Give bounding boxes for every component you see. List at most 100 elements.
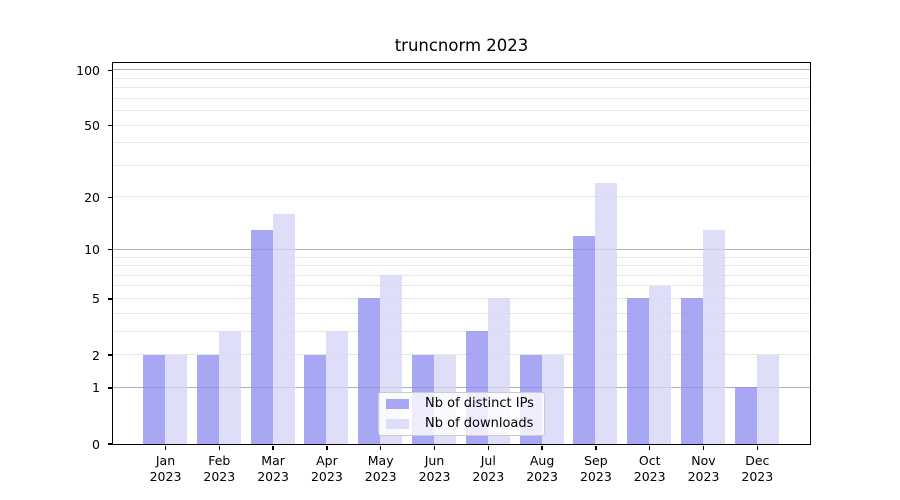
y-gridline-minor	[112, 274, 810, 276]
y-tick-label: 1	[92, 380, 100, 396]
bar	[250, 229, 273, 444]
x-tick-label: Mar 2023	[241, 453, 305, 485]
x-tick-label-line: Mar	[261, 453, 285, 468]
x-tick-mark	[218, 445, 220, 450]
x-tick-label-line: Dec	[745, 453, 770, 468]
y-gridline-minor	[112, 330, 810, 332]
x-tick-mark	[272, 445, 274, 450]
x-tick-label-line: 2023	[633, 469, 666, 484]
legend-row-distinct-ips: Nb of distinct IPs	[386, 397, 544, 411]
y-tick-mark	[107, 196, 112, 199]
bar	[165, 354, 187, 444]
x-tick-label-line: 2023	[203, 469, 236, 484]
x-tick-label-line: 2023	[257, 469, 289, 484]
y-tick-label: 2	[92, 347, 100, 363]
y-gridline-major	[112, 69, 810, 71]
bar	[272, 214, 295, 444]
x-tick-mark	[541, 445, 543, 450]
x-tick-label-line: May	[367, 453, 394, 468]
legend: Nb of distinct IPs Nb of downloads	[378, 392, 545, 436]
bar	[541, 354, 564, 444]
x-tick-mark	[487, 445, 489, 450]
x-tick-label: Oct 2023	[618, 453, 682, 485]
x-tick-mark	[649, 445, 651, 450]
bar	[649, 285, 672, 444]
x-tick-label-line: Jul	[480, 453, 496, 468]
x-tick-mark	[164, 445, 167, 450]
x-tick-label-line: Feb	[208, 453, 231, 468]
y-tick-mark	[107, 298, 112, 300]
y-gridline-minor	[112, 256, 810, 258]
x-tick-label-line: Sep	[584, 453, 608, 468]
x-tick-label: Aug 2023	[510, 453, 574, 485]
y-gridline-major	[112, 386, 810, 388]
bar	[703, 229, 725, 444]
bar	[681, 298, 703, 444]
y-tick-label: 10	[84, 242, 100, 258]
y-gridline-minor	[112, 87, 810, 89]
bar	[196, 354, 219, 444]
x-tick-label-line: 2023	[579, 469, 612, 484]
x-tick-mark	[595, 445, 597, 450]
bar	[218, 331, 241, 444]
y-tick-label: 0	[92, 436, 100, 452]
x-tick-label-line: Apr	[316, 453, 338, 468]
x-tick-label-line: Jun	[424, 453, 445, 468]
x-tick-label-line: Oct	[638, 453, 661, 468]
x-tick-label: May 2023	[349, 453, 413, 485]
x-tick-label: Sep 2023	[564, 453, 628, 485]
y-gridline-minor	[112, 110, 810, 112]
legend-swatch-downloads	[386, 419, 409, 429]
y-tick-mark	[107, 387, 112, 389]
y-gridline-minor	[112, 142, 810, 144]
x-tick-label: Feb 2023	[187, 453, 251, 485]
y-gridline-minor	[112, 285, 810, 287]
y-tick-label: 50	[84, 118, 100, 134]
bar	[627, 298, 650, 444]
x-tick-label-line: Aug	[529, 453, 555, 468]
y-tick-label: 100	[76, 62, 100, 78]
x-tick-label-line: Jan	[155, 453, 176, 468]
legend-label-distinct-ips: Nb of distinct IPs	[425, 396, 534, 411]
y-gridline-minor	[112, 164, 810, 166]
y-gridline-minor	[112, 354, 810, 356]
y-gridline-minor	[112, 196, 810, 198]
x-tick-label: Nov 2023	[672, 453, 736, 485]
chart-title: truncnorm 2023	[394, 36, 529, 55]
x-tick-label-line: 2023	[741, 469, 774, 484]
x-tick-mark	[380, 445, 382, 450]
y-gridline-minor	[112, 312, 810, 314]
bar	[734, 387, 757, 444]
x-tick-label-line: 2023	[149, 469, 182, 484]
x-tick-mark	[702, 445, 705, 450]
y-gridline-minor	[112, 124, 810, 126]
x-tick-mark	[433, 445, 436, 450]
x-tick-label: Jun 2023	[403, 453, 467, 485]
y-tick-mark	[107, 249, 112, 251]
y-tick-mark	[107, 69, 112, 71]
legend-row-downloads: Nb of downloads	[386, 417, 544, 431]
y-gridline-minor	[112, 297, 810, 299]
x-tick-label: Dec 2023	[725, 453, 789, 485]
bar	[595, 182, 618, 444]
y-tick-label: 5	[92, 291, 100, 307]
y-tick-mark	[107, 124, 112, 127]
x-tick-label-line: 2023	[310, 469, 343, 484]
x-tick-label-line: 2023	[418, 469, 451, 484]
plot-area	[111, 61, 811, 445]
x-tick-label-line: Nov	[691, 453, 716, 468]
y-gridline-minor	[112, 77, 810, 79]
x-tick-mark	[326, 445, 328, 450]
x-tick-label-line: 2023	[687, 469, 720, 484]
y-gridline-minor	[112, 97, 810, 99]
y-gridline-major	[112, 248, 810, 250]
bar	[304, 354, 327, 444]
x-tick-label-line: 2023	[364, 469, 397, 484]
bar	[326, 331, 349, 444]
y-tick-mark	[107, 443, 112, 445]
bar	[143, 354, 165, 444]
x-tick-mark	[756, 445, 758, 450]
x-tick-label: Jul 2023	[456, 453, 520, 485]
legend-swatch-distinct-ips	[386, 399, 409, 409]
